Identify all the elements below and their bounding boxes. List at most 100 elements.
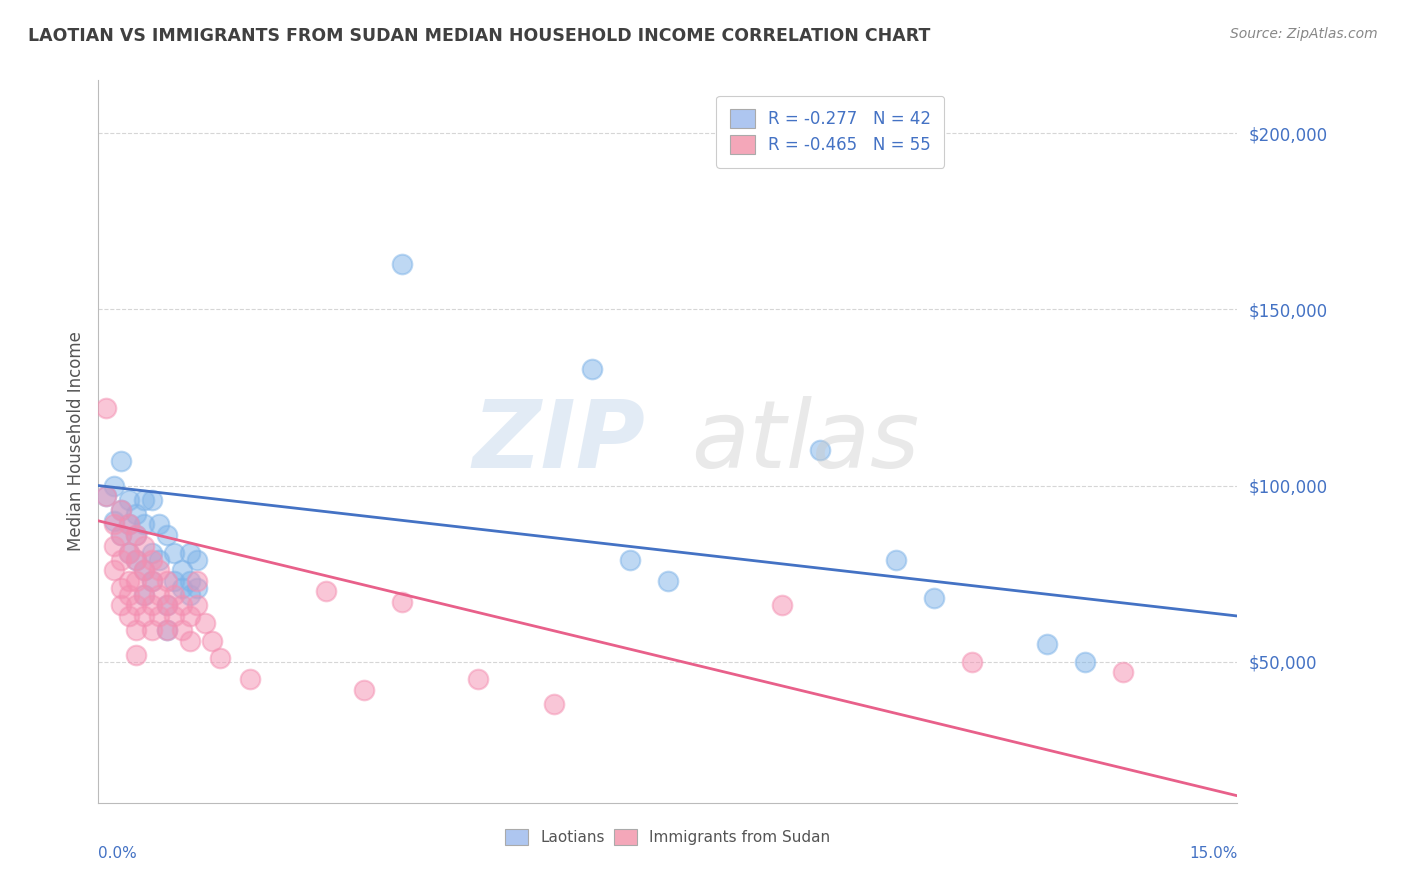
Point [125, 574, 148, 588]
Point [125, 623, 148, 637]
Point [619, 552, 641, 566]
Text: 0.0%: 0.0% [98, 847, 138, 861]
Point [132, 563, 155, 577]
Point [94, 489, 117, 503]
Point [1036, 637, 1059, 651]
Point [156, 599, 179, 613]
Point [179, 609, 201, 624]
Point [118, 588, 141, 602]
Point [103, 514, 125, 528]
Point [94, 401, 117, 415]
Point [156, 623, 179, 637]
Point [163, 545, 186, 559]
Point [132, 588, 155, 602]
Point [132, 517, 155, 532]
Point [110, 599, 132, 613]
Point [467, 673, 489, 687]
Y-axis label: Median Household Income: Median Household Income [66, 332, 84, 551]
Point [148, 552, 170, 566]
Point [110, 552, 132, 566]
Point [186, 552, 208, 566]
Point [110, 503, 132, 517]
Point [148, 563, 170, 577]
Point [156, 528, 179, 542]
Point [922, 591, 945, 606]
Point [170, 623, 193, 637]
Point [156, 574, 179, 588]
Point [179, 633, 201, 648]
Point [315, 584, 337, 599]
Point [141, 599, 163, 613]
Point [118, 517, 141, 532]
Point [148, 609, 170, 624]
Point [125, 552, 148, 566]
Point [186, 599, 208, 613]
Point [156, 623, 179, 637]
Point [125, 528, 148, 542]
Point [103, 539, 125, 553]
Point [1112, 665, 1135, 680]
Point [125, 528, 148, 542]
Text: 15.0%: 15.0% [1189, 847, 1237, 861]
Point [657, 574, 679, 588]
Point [208, 651, 231, 665]
Text: ZIP: ZIP [472, 395, 645, 488]
Point [156, 599, 179, 613]
Point [960, 655, 983, 669]
Point [110, 581, 132, 595]
Point [110, 528, 132, 542]
Point [141, 574, 163, 588]
Point [186, 574, 208, 588]
Point [118, 492, 141, 507]
Text: atlas: atlas [690, 396, 920, 487]
Point [179, 574, 201, 588]
Point [1074, 655, 1097, 669]
Point [125, 648, 148, 662]
Point [118, 545, 141, 559]
Point [163, 588, 186, 602]
Point [179, 588, 201, 602]
Point [148, 517, 170, 532]
Point [391, 595, 413, 609]
Point [141, 545, 163, 559]
Point [194, 615, 217, 630]
Point [132, 492, 155, 507]
Point [125, 599, 148, 613]
Point [118, 517, 141, 532]
Point [239, 673, 262, 687]
Point [110, 454, 132, 468]
Point [808, 443, 831, 458]
Point [163, 609, 186, 624]
Point [170, 581, 193, 595]
Point [543, 697, 565, 711]
Point [125, 552, 148, 566]
Point [884, 552, 907, 566]
Point [125, 507, 148, 521]
Text: Source: ZipAtlas.com: Source: ZipAtlas.com [1230, 27, 1378, 41]
Point [170, 563, 193, 577]
Point [141, 623, 163, 637]
Point [391, 256, 413, 270]
Point [201, 633, 224, 648]
Point [186, 581, 208, 595]
Point [148, 588, 170, 602]
Point [118, 609, 141, 624]
Point [170, 599, 193, 613]
Point [141, 492, 163, 507]
Point [103, 478, 125, 492]
Point [581, 362, 603, 376]
Text: LAOTIAN VS IMMIGRANTS FROM SUDAN MEDIAN HOUSEHOLD INCOME CORRELATION CHART: LAOTIAN VS IMMIGRANTS FROM SUDAN MEDIAN … [28, 27, 931, 45]
Point [179, 545, 201, 559]
Point [103, 517, 125, 532]
Point [103, 563, 125, 577]
Point [132, 609, 155, 624]
Point [141, 552, 163, 566]
Point [770, 599, 793, 613]
Point [141, 574, 163, 588]
Point [94, 489, 117, 503]
Legend: Laotians, Immigrants from Sudan: Laotians, Immigrants from Sudan [498, 822, 838, 853]
Point [118, 574, 141, 588]
Point [132, 588, 155, 602]
Point [163, 574, 186, 588]
Point [110, 503, 132, 517]
